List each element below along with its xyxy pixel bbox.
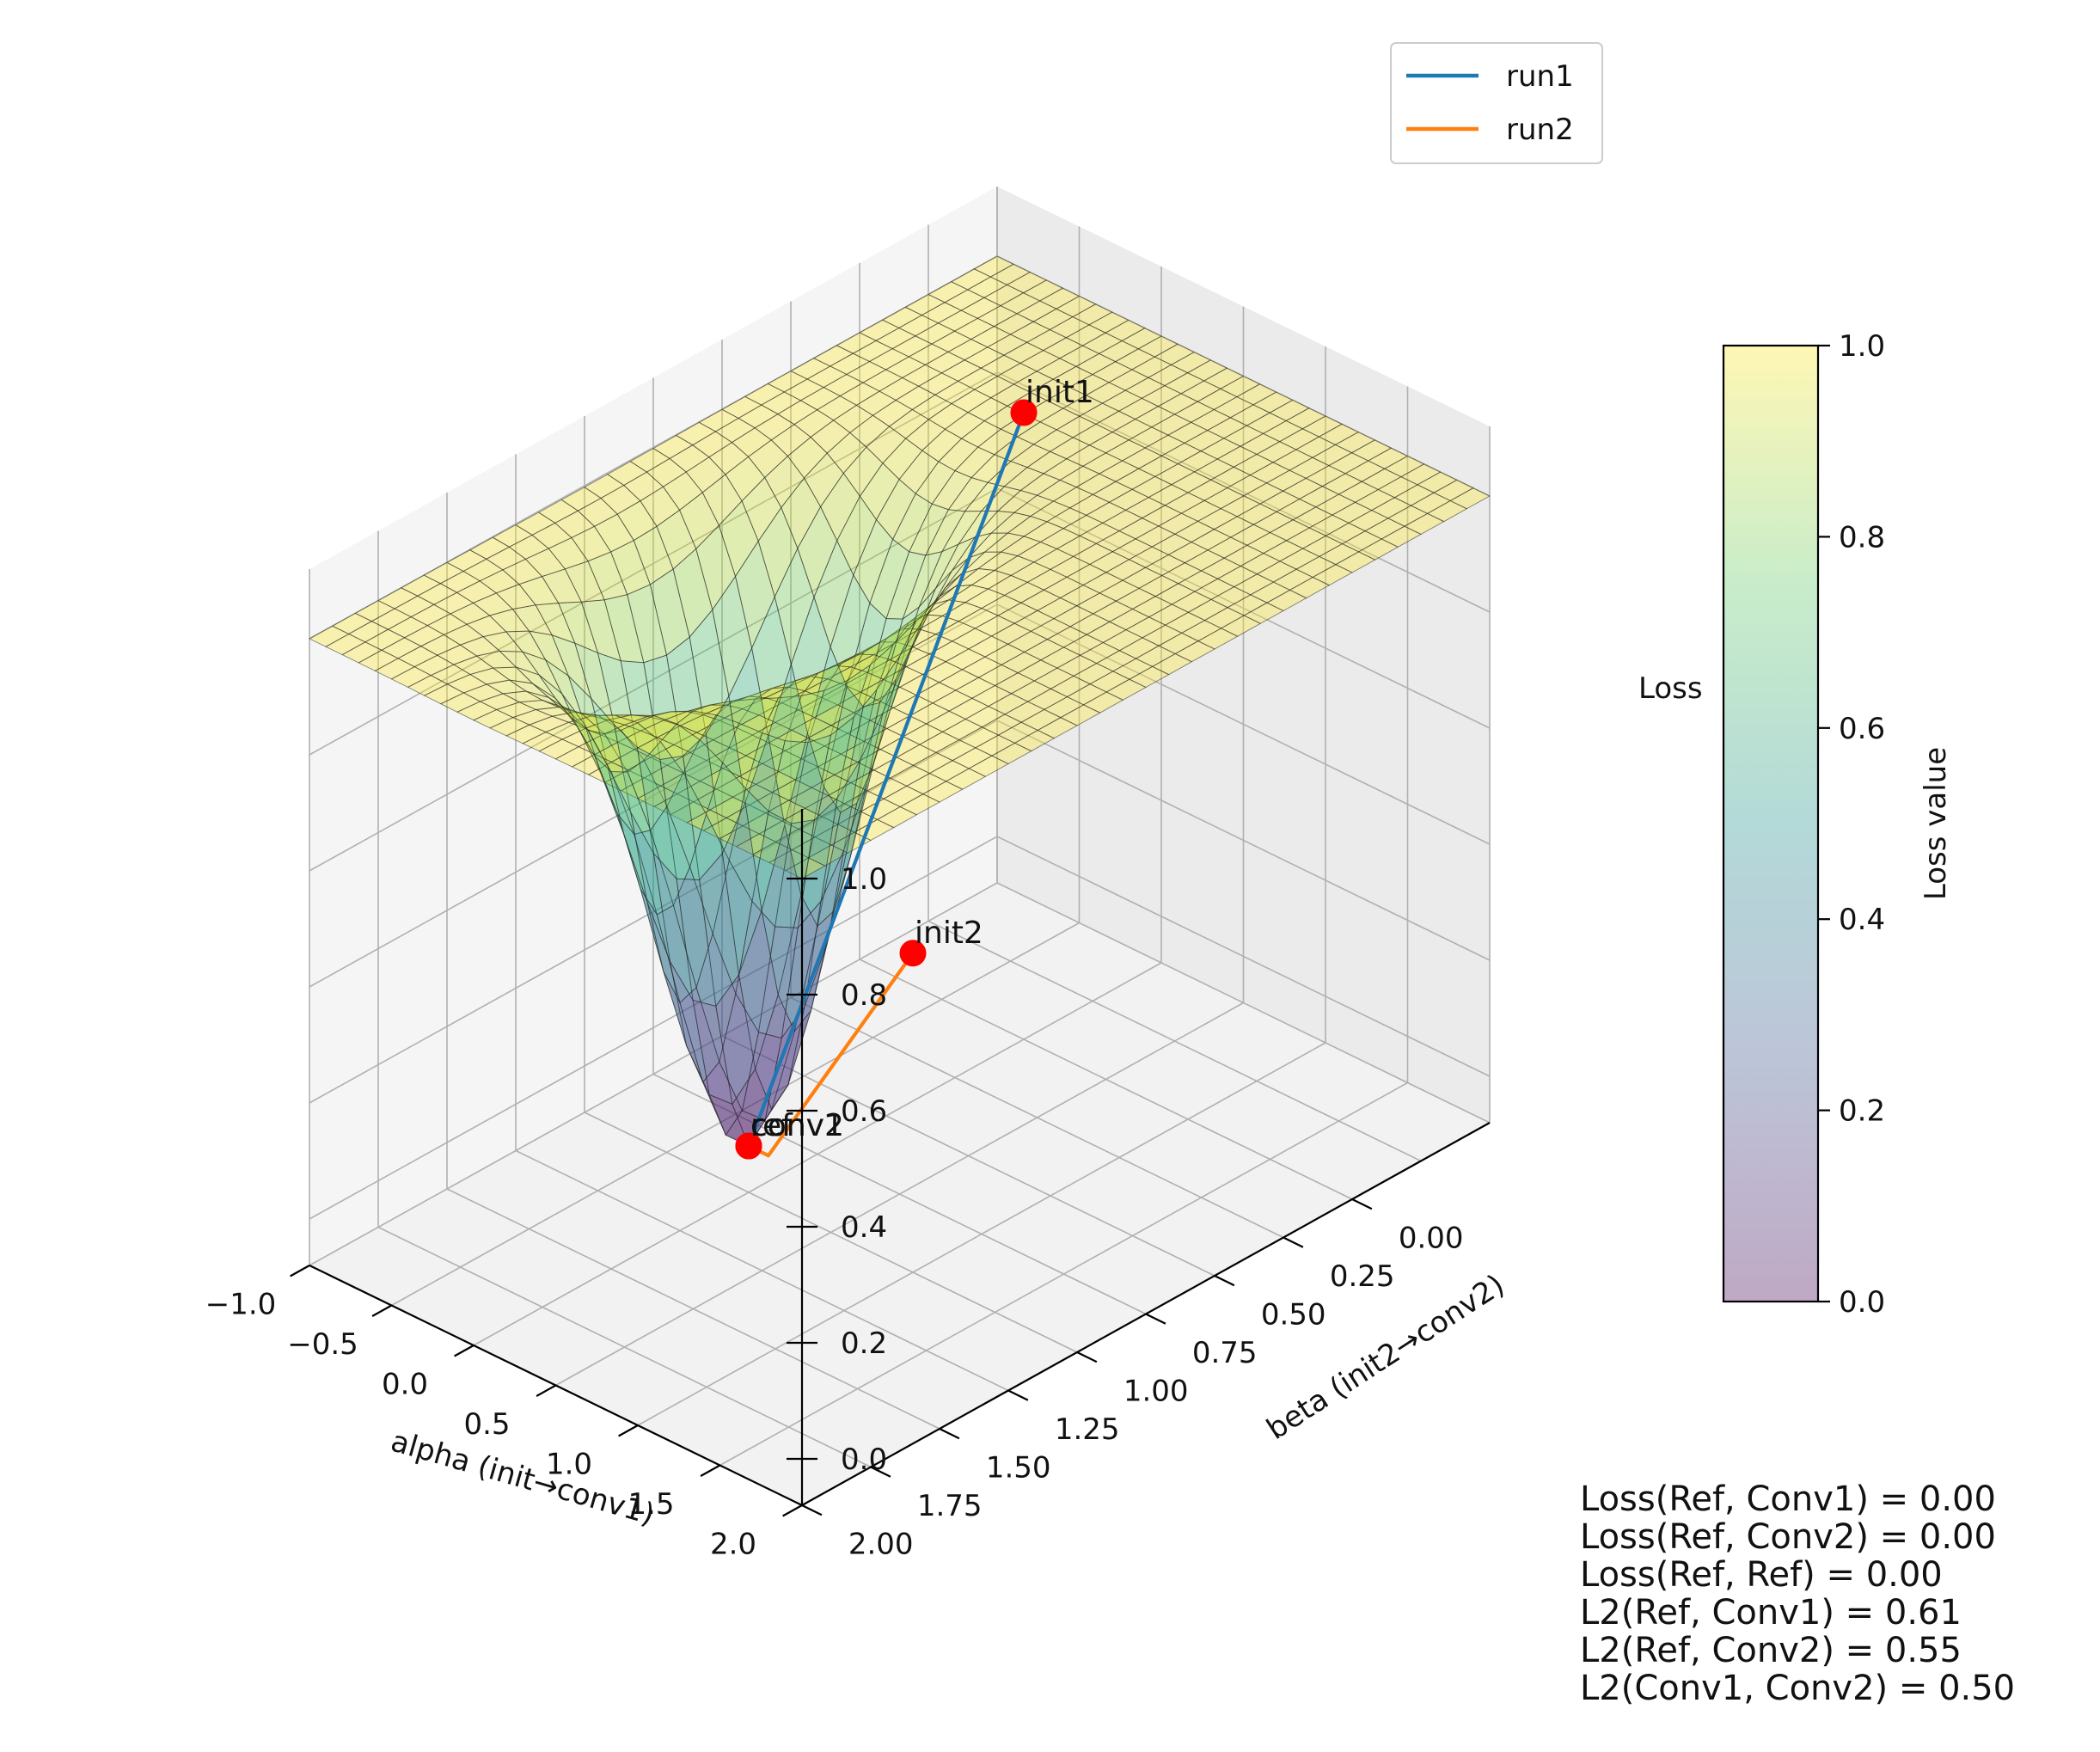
- stats-line: L2(Ref, Conv1) = 0.61: [1580, 1593, 1962, 1633]
- stats-line: L2(Conv1, Conv2) = 0.50: [1580, 1669, 2016, 1708]
- z-axis-label: Loss: [1638, 671, 1703, 706]
- y-tick-mark: [536, 1384, 557, 1397]
- y-tick-label: 1.5: [628, 1487, 674, 1522]
- x-tick-label: 0.00: [1399, 1222, 1464, 1256]
- x-tick-label: 0.75: [1192, 1336, 1258, 1370]
- grid-line-y: [473, 266, 1162, 1346]
- series-line-run1: [747, 412, 1026, 1147]
- colorbar-tick-label: 1.0: [1839, 329, 1885, 364]
- marker-label-ref: ref: [750, 1108, 793, 1143]
- x-tick-label: 1.75: [917, 1489, 983, 1523]
- loss-surface: [309, 255, 1491, 1147]
- z-tick-label: 1.0: [841, 862, 887, 897]
- colorbar-gradient: [1722, 344, 1820, 1303]
- y-tick-mark: [290, 1265, 310, 1277]
- colorbar-tick-label: 0.4: [1839, 903, 1885, 937]
- grid-line-z: [309, 371, 1491, 756]
- grid-line-y: [309, 187, 998, 1266]
- legend-box: [1390, 42, 1603, 164]
- grid-line-y: [637, 346, 1326, 1426]
- colorbar-tick-label: 0.0: [1839, 1285, 1885, 1320]
- marker-label-conv1: conv1: [750, 1108, 844, 1143]
- legend: run1 run2: [1390, 42, 1603, 164]
- grid-line-z: [309, 720, 1491, 1104]
- marker-label-init1: init1: [1026, 375, 1094, 410]
- x-tick-label: 1.00: [1123, 1375, 1189, 1409]
- y-tick-mark: [700, 1464, 721, 1477]
- z-tick-label: 0.4: [841, 1210, 887, 1245]
- x-tick-mark: [1145, 1313, 1166, 1325]
- grid-line-y: [555, 306, 1245, 1387]
- x-tick-mark: [1283, 1236, 1304, 1248]
- x-tick-mark: [801, 1504, 823, 1516]
- colorbar-tick-label: 0.6: [1839, 712, 1885, 746]
- y-tick-mark: [782, 1504, 803, 1517]
- x-tick-label: 2.00: [848, 1528, 914, 1562]
- stats-line: L2(Ref, Conv2) = 0.55: [1580, 1631, 1962, 1670]
- y-tick-mark: [618, 1424, 639, 1437]
- y-tick-label: −1.0: [205, 1288, 277, 1322]
- y-axis-label: beta (init2→conv2): [1261, 1268, 1511, 1447]
- x-tick-label: 1.25: [1055, 1412, 1120, 1447]
- marker-init2: [899, 940, 927, 967]
- x-tick-mark: [1007, 1389, 1029, 1401]
- x-tick-label: 0.50: [1261, 1298, 1326, 1332]
- x-tick-label: 1.50: [986, 1451, 1051, 1486]
- x-tick-mark: [870, 1466, 891, 1478]
- surface-patch: [725, 1110, 766, 1147]
- stats-annotation: Loss(Ref, Conv1) = 0.00 Loss(Ref, Conv2) …: [1580, 1480, 2015, 1707]
- z-tick-label: 0.0: [841, 1443, 887, 1477]
- y-tick-label: 0.0: [382, 1368, 428, 1402]
- grid-line-y: [719, 386, 1409, 1467]
- x-tick-mark: [939, 1428, 960, 1440]
- legend-label-run1: run1: [1506, 59, 1574, 94]
- grid-line-z: [309, 836, 1491, 1220]
- stats-line: Loss(Ref, Conv2) = 0.00: [1580, 1517, 1996, 1557]
- colorbar-label: Loss value: [1919, 747, 1953, 900]
- x-tick-label: 0.25: [1330, 1259, 1395, 1294]
- x-tick-mark: [1076, 1351, 1098, 1363]
- z-tick-label: 0.2: [841, 1326, 887, 1361]
- y-tick-label: −0.5: [287, 1327, 358, 1362]
- grid-line-z: [309, 603, 1491, 988]
- x-tick-mark: [1351, 1198, 1373, 1210]
- y-tick-label: 1.0: [546, 1448, 592, 1482]
- x-axis-label: alpha (init→conv1): [387, 1424, 658, 1533]
- colorbar-tick-label: 0.8: [1839, 520, 1885, 554]
- colorbar-tick-label: 0.2: [1839, 1094, 1885, 1129]
- colorbar: 0.0 0.2 0.4 0.6 0.8 1.0 Loss value: [1722, 329, 1953, 1320]
- stats-line: Loss(Ref, Ref) = 0.00: [1580, 1555, 1943, 1595]
- marker-label-init2: init2: [915, 916, 983, 951]
- grid-line-y: [391, 226, 1081, 1307]
- stats-line: Loss(Ref, Conv1) = 0.00: [1580, 1479, 1996, 1519]
- z-tick-label: 0.6: [841, 1094, 887, 1129]
- legend-label-run2: run2: [1506, 113, 1574, 147]
- marker-init1: [1010, 399, 1038, 426]
- marker-label-conv2: conv2: [750, 1108, 844, 1143]
- z-tick-label: 0.8: [841, 978, 887, 1013]
- x-tick-mark: [1214, 1275, 1235, 1287]
- y-tick-mark: [371, 1304, 393, 1317]
- y-tick-label: 2.0: [710, 1528, 756, 1562]
- marker-ref: [735, 1132, 762, 1160]
- y-tick-label: 0.5: [463, 1407, 510, 1442]
- axes-ticks: 0.000.250.500.751.001.251.501.752.00 −1.0…: [205, 809, 1491, 1562]
- y-tick-mark: [454, 1345, 474, 1357]
